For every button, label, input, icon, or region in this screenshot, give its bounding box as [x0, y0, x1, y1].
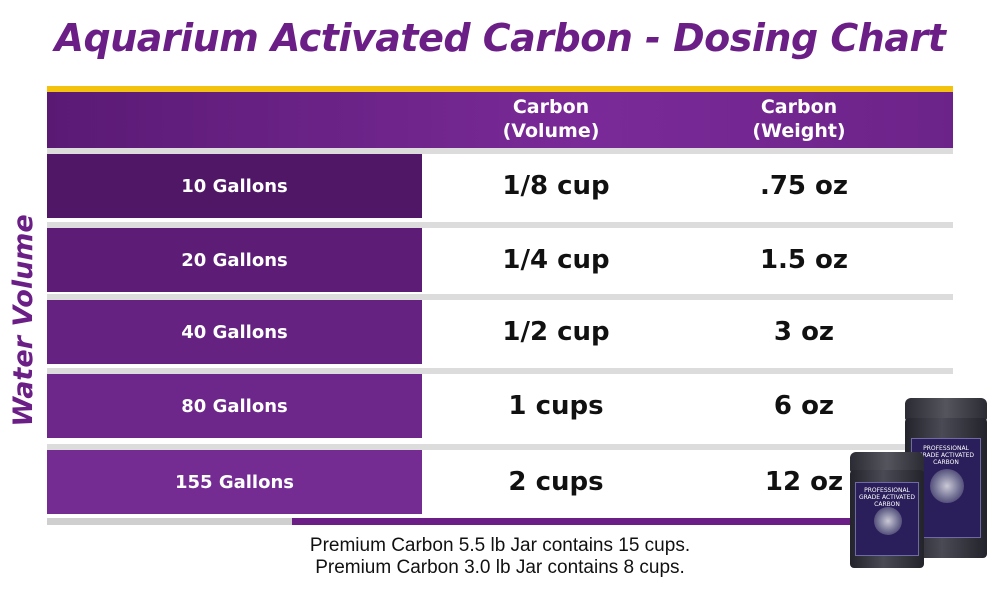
carbon-weight-cell: 12 oz: [764, 467, 844, 497]
tank-size-cell: 20 Gallons: [47, 228, 422, 292]
table-row: 10 Gallons 1/8 cup .75 oz: [47, 148, 953, 218]
header-weight-line1: Carbon: [760, 96, 838, 118]
carbon-weight-cell: 6 oz: [773, 391, 835, 421]
carbon-volume-cell: 1/2 cup: [502, 317, 610, 347]
jar-label-text: PROFESSIONAL GRADE ACTIVATED CARBON: [917, 445, 975, 466]
header-carbon-volume: Carbon (Volume): [456, 95, 646, 143]
footer-line-2: Premium Carbon 3.0 lb Jar contains 8 cup…: [315, 557, 685, 578]
jar-label-text: PROFESSIONAL GRADE ACTIVATED CARBON: [858, 487, 916, 508]
carbon-volume-cell: 2 cups: [508, 467, 604, 497]
row-divider: [47, 148, 953, 154]
footer-line-1: Premium Carbon 5.5 lb Jar contains 15 cu…: [309, 535, 691, 556]
jar-lid: [850, 452, 924, 472]
jar-lid: [905, 398, 987, 420]
water-volume-label: Water Volume: [7, 213, 39, 427]
carbon-volume-cell: 1 cups: [508, 391, 604, 421]
row-divider: [47, 294, 953, 300]
table-row: 80 Gallons 1 cups 6 oz: [47, 368, 953, 438]
tank-size-cell: 10 Gallons: [47, 154, 422, 218]
row-divider: [47, 368, 953, 374]
header-volume-line1: Carbon: [512, 96, 590, 118]
tank-size-cell: 155 Gallons: [47, 450, 422, 514]
carbon-volume-cell: 1/4 cup: [502, 245, 610, 275]
header-volume-line2: (Volume): [502, 120, 600, 142]
row-divider: [47, 444, 953, 450]
tank-size-cell: 40 Gallons: [47, 300, 422, 364]
carbon-weight-cell: 3 oz: [773, 317, 835, 347]
carbon-volume-cell: 1/8 cup: [502, 171, 610, 201]
table-bottom-accent: [292, 518, 953, 525]
header-accent-line: [47, 86, 953, 92]
water-volume-axis: Water Volume: [2, 214, 44, 427]
row-divider: [47, 222, 953, 228]
carbon-weight-cell: .75 oz: [759, 171, 849, 201]
table-row: 20 Gallons 1/4 cup 1.5 oz: [47, 222, 953, 292]
tank-size-cell: 80 Gallons: [47, 374, 422, 438]
carbon-jar-small-image: PROFESSIONAL GRADE ACTIVATED CARBON: [850, 452, 924, 568]
jar-label: PROFESSIONAL GRADE ACTIVATED CARBON: [855, 482, 919, 556]
badge-icon: [930, 469, 964, 503]
table-row: 40 Gallons 1/2 cup 3 oz: [47, 294, 953, 364]
table-row: 155 Gallons 2 cups 12 oz: [47, 444, 953, 514]
header-carbon-weight: Carbon (Weight): [704, 95, 894, 143]
carbon-weight-cell: 1.5 oz: [759, 245, 849, 275]
footer-note: Premium Carbon 5.5 lb Jar contains 15 cu…: [200, 535, 800, 579]
header-weight-line2: (Weight): [752, 120, 846, 142]
badge-icon: [874, 507, 902, 535]
page-title: Aquarium Activated Carbon - Dosing Chart: [54, 16, 946, 60]
table-header: Carbon (Volume) Carbon (Weight): [47, 92, 953, 148]
